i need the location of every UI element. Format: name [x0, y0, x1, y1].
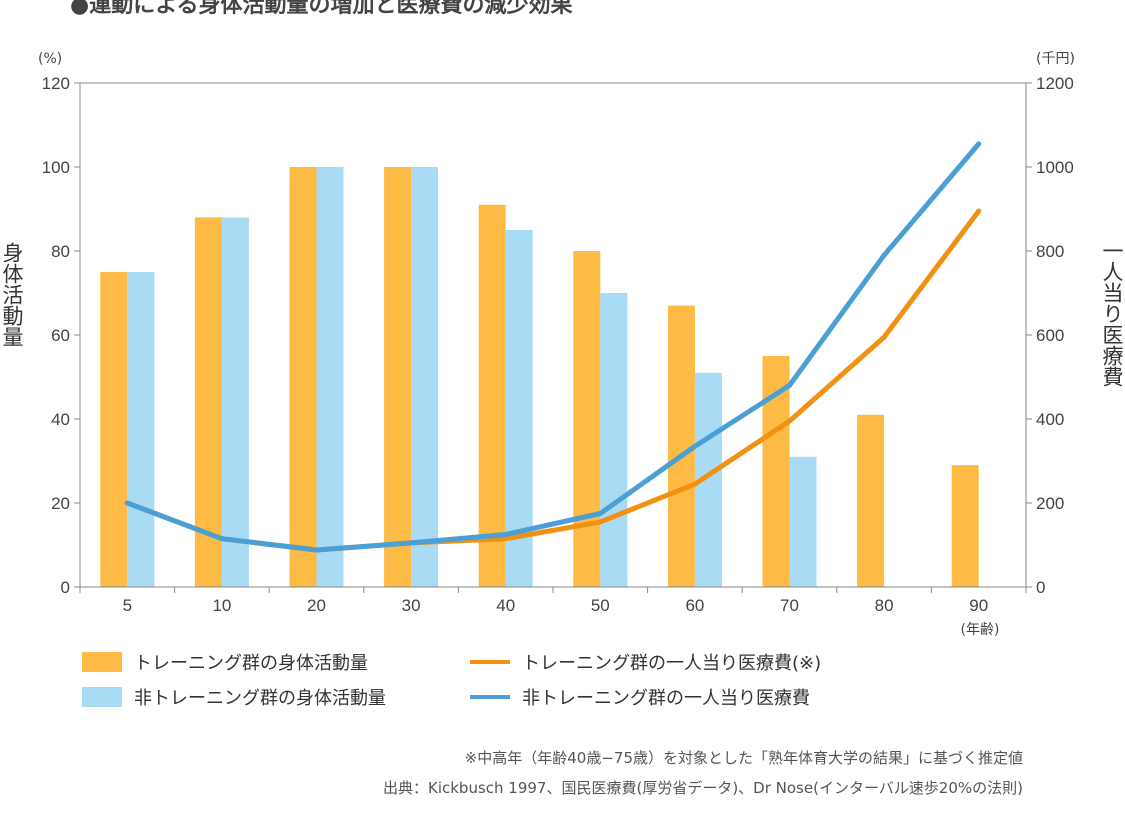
point-non-training-cost-40	[503, 532, 509, 537]
point-non-training-cost-5	[124, 500, 130, 506]
x-tick-label: 10	[212, 596, 231, 615]
legend-swatch-training-bar	[82, 652, 122, 672]
x-tick-label: 80	[875, 596, 894, 615]
legend-label-non-training-bar: 非トレーニング群の身体活動量	[134, 688, 386, 709]
bar-training-80	[857, 414, 885, 587]
right-tick-label: 200	[1036, 494, 1064, 513]
right-tick-label: 600	[1036, 326, 1064, 345]
left-tick-label: 0	[61, 578, 70, 597]
right-tick-label: 0	[1036, 578, 1045, 597]
bar-training-5	[100, 272, 128, 587]
footnote-source: 出典：Kickbusch 1997、国民医療費(厚労省データ)、Dr Nose(…	[383, 779, 1023, 797]
legend-item-non-training-line: 非トレーニング群の一人当り医療費	[470, 688, 810, 709]
x-tick-label: 40	[496, 596, 515, 615]
legend-swatch-non-training-bar	[82, 687, 122, 707]
x-tick-label: 50	[591, 596, 610, 615]
chart-title: ●運動による身体活動量の増加と医療費の減少効果	[70, 0, 573, 18]
legend: トレーニング群の身体活動量 非トレーニング群の身体活動量 トレーニング群の一人当…	[82, 652, 821, 709]
point-training-cost-60	[692, 481, 698, 487]
bar-non-training-50	[600, 293, 628, 587]
point-non-training-cost-70	[787, 382, 792, 388]
right-axis-unit: (千円)	[1036, 51, 1075, 67]
right-tick-label: 400	[1036, 410, 1064, 429]
bar-training-90	[951, 465, 979, 587]
left-tick-label: 80	[51, 242, 70, 261]
x-tick-label: 70	[780, 596, 799, 615]
left-tick-label: 40	[51, 410, 70, 429]
x-tick-label: 60	[685, 596, 704, 615]
x-tick-label: 90	[969, 596, 988, 615]
left-tick-label: 120	[42, 74, 70, 93]
point-non-training-cost-20	[314, 547, 319, 553]
bar-training-10	[194, 217, 222, 587]
bar-training-60	[667, 305, 695, 587]
legend-label-training-line: トレーニング群の一人当り医療費(※)	[522, 653, 821, 674]
right-tick-label: 1000	[1036, 158, 1074, 177]
x-tick-label: 5	[123, 596, 132, 615]
point-non-training-cost-90	[976, 141, 982, 147]
point-non-training-cost-50	[597, 511, 603, 516]
bar-training-20	[289, 167, 317, 587]
left-tick-label: 20	[51, 494, 70, 513]
x-tick-label: 30	[402, 596, 421, 615]
legend-item-training-line: トレーニング群の一人当り医療費(※)	[470, 653, 821, 674]
legend-label-training-bar: トレーニング群の身体活動量	[134, 653, 368, 674]
bar-non-training-10	[221, 217, 249, 587]
line-non-training-cost	[124, 141, 982, 553]
point-training-cost-80	[881, 334, 887, 340]
axes	[74, 82, 1032, 593]
bar-non-training-70	[789, 456, 817, 587]
point-training-cost-50	[597, 519, 603, 525]
legend-item-training-bar: トレーニング群の身体活動量	[82, 652, 368, 674]
legend-label-non-training-line: 非トレーニング群の一人当り医療費	[522, 688, 810, 709]
legend-item-non-training-bar: 非トレーニング群の身体活動量	[82, 687, 386, 709]
x-tick-label: 20	[307, 596, 326, 615]
right-axis-title: 一人当り医療費	[1100, 240, 1124, 387]
footnote-scope: ※中高年（年齢40歳−75歳）を対象とした「熟年体育大学の結果」に基づく推定値	[465, 749, 1023, 767]
bar-training-40	[478, 204, 506, 588]
point-training-cost-90	[976, 208, 982, 214]
point-non-training-cost-60	[692, 443, 698, 449]
point-training-cost-70	[787, 418, 792, 424]
left-axis-unit: (%)	[38, 51, 62, 67]
left-axis-title: 身体活動量	[0, 242, 24, 347]
line-training-cost	[124, 208, 982, 553]
x-axis-unit: (年齢)	[961, 622, 1000, 638]
bar-training-50	[573, 251, 601, 587]
left-tick-label: 100	[42, 158, 70, 177]
right-tick-label: 1200	[1036, 74, 1074, 93]
left-tick-label: 60	[51, 326, 70, 345]
bar-training-30	[384, 167, 412, 587]
line-group	[124, 141, 982, 553]
point-non-training-cost-80	[881, 252, 887, 258]
right-tick-label: 800	[1036, 242, 1064, 261]
point-non-training-cost-30	[408, 540, 414, 546]
bar-non-training-5	[127, 272, 155, 587]
bar-non-training-30	[411, 167, 439, 587]
bar-non-training-20	[316, 167, 344, 587]
point-non-training-cost-10	[219, 536, 225, 542]
point-training-cost-40	[503, 536, 509, 542]
bar-group	[100, 167, 979, 588]
